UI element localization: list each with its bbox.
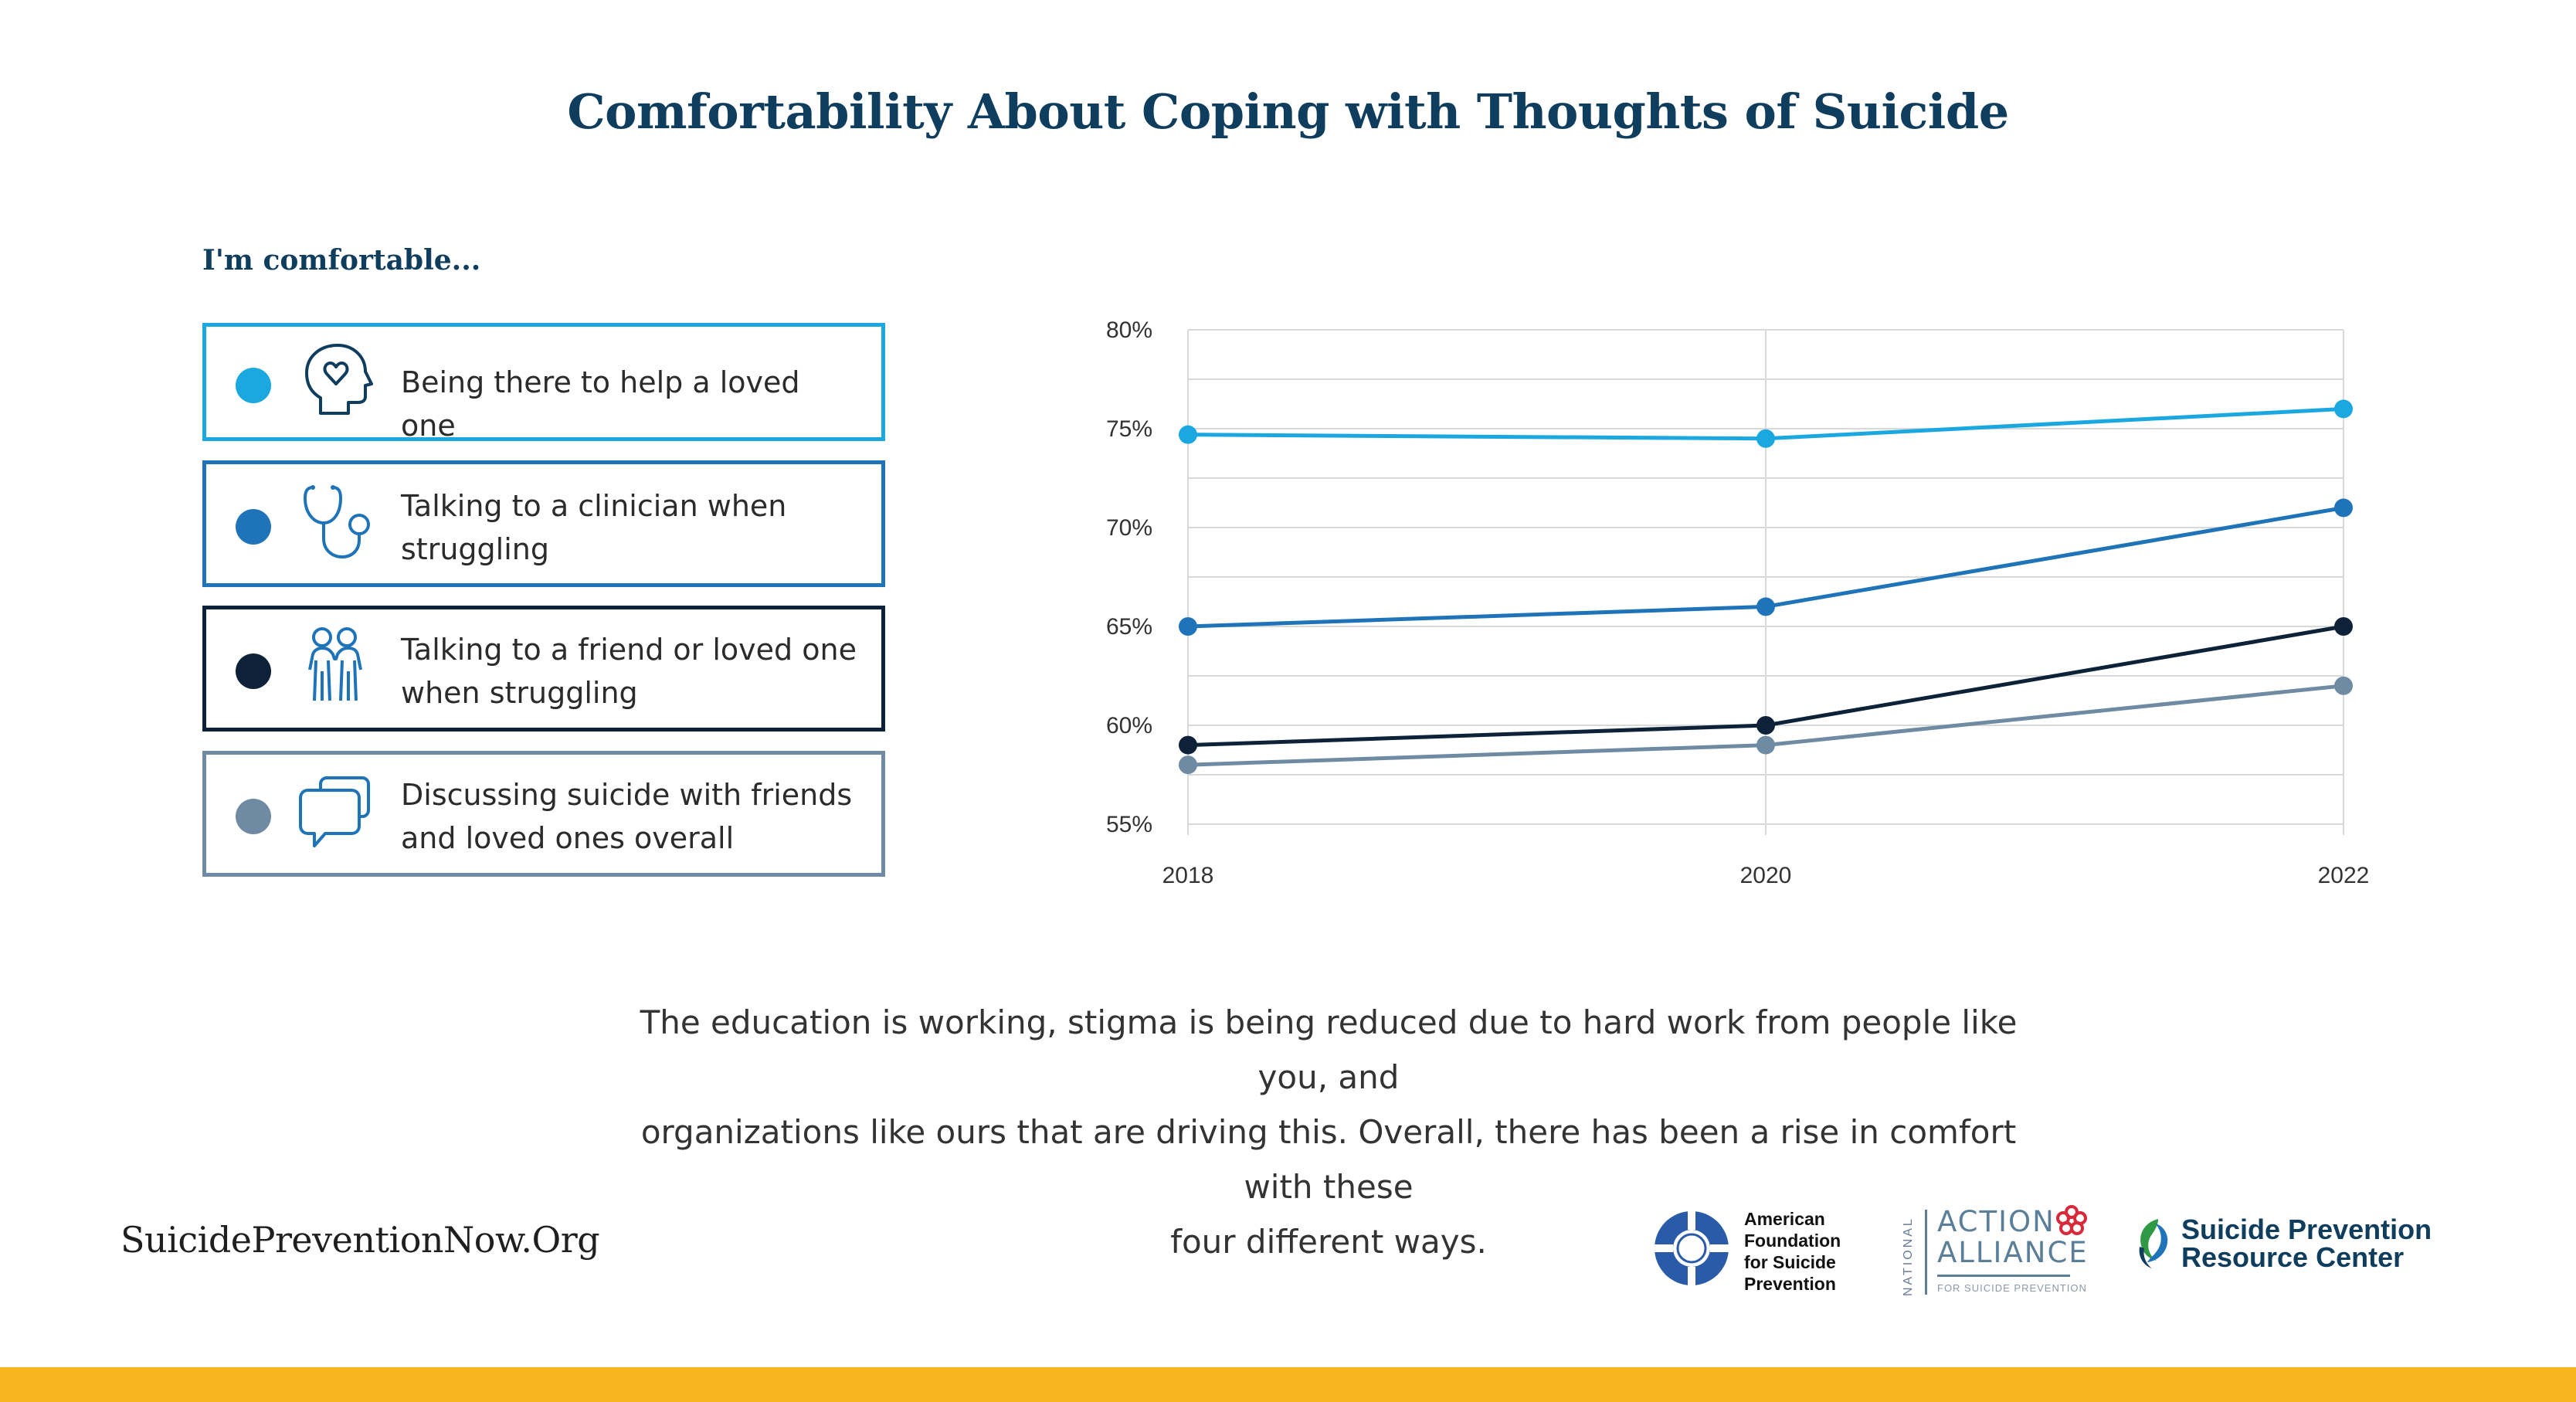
naa-rule [1937,1275,2070,1277]
series-4-point [2334,676,2353,695]
y-tick-label: 70% [1106,515,1152,541]
naa-action: ACTION [1937,1205,2055,1238]
legend-item-help-loved-one: Being there to help a loved one [202,323,885,443]
chat-bubbles-icon [299,776,370,847]
series-3-point [2334,617,2353,636]
head-heart-icon [305,344,373,415]
legend-label-line2: and loved ones overall [401,821,735,855]
series-2-point [2334,498,2353,518]
site-url[interactable]: SuicidePreventionNow.Org [120,1219,600,1261]
legend-item-clinician: Talking to a clinician when struggling [202,460,885,587]
legend-item-friend: Talking to a friend or loved one when st… [202,606,885,732]
legend-label: Being there to help a loved one [401,365,800,443]
legend-heading: I'm comfortable... [202,244,481,277]
legend-dot [236,799,271,834]
summary-line-3: four different ways. [1170,1223,1487,1261]
y-tick-label: 60% [1106,713,1152,738]
legend-dot [236,368,271,403]
legend-dot [236,653,271,689]
stethoscope-icon [303,485,370,559]
two-people-icon [308,627,362,701]
flower-icon [2056,1205,2087,1235]
series-1-point [1756,429,1775,448]
y-tick-label: 75% [1106,416,1152,442]
afsp-logo: American Foundation for Suicide Preventi… [1650,1205,1897,1298]
footer-accent-bar [0,1367,2576,1402]
series-3-point [1756,716,1775,735]
sprc-logo-text: Suicide Prevention Resource Center [2181,1214,2432,1273]
summary-line-1: The education is working, stigma is bein… [640,1003,2018,1096]
life-ring-icon [1655,1211,1729,1285]
series-4-point [1756,735,1775,755]
x-tick-label: 2018 [1162,863,1214,888]
legend-label-line2: struggling [401,532,549,566]
summary-paragraph: The education is working, stigma is bein… [602,995,2055,1269]
afsp-logo-text: American Foundation for Suicide Preventi… [1744,1209,1841,1294]
sprc-swirl-icon [2139,1219,2168,1268]
legend-dot [236,509,271,545]
series-3-point [1179,735,1197,755]
series-1-point [2334,399,2353,419]
y-tick-label: 80% [1106,317,1152,343]
action-alliance-logo: NATIONAL ACTION ALLIANCE FOR SUICIDE PRE… [1902,1205,2095,1305]
naa-national-label: NATIONAL [1902,1217,1915,1296]
line-chart: 55% 60% 65% 70% 75% 80% 2018 2020 2022 [1106,317,2370,888]
legend-item-discussing: Discussing suicide with friends and love… [202,751,885,877]
series-4-point [1179,755,1197,775]
legend-label-line1: Talking to a clinician when [401,489,787,523]
legend-label-line1: Talking to a friend or loved one [401,633,857,667]
page-title: Comfortability About Coping with Thought… [567,83,2009,140]
x-tick-label: 2022 [2318,863,2370,888]
y-tick-label: 65% [1106,614,1152,640]
legend-label-line2: when struggling [401,676,638,710]
summary-line-2: organizations like ours that are driving… [640,1113,2017,1206]
series-2-point [1756,597,1775,616]
x-tick-label: 2020 [1740,863,1792,888]
y-tick-label: 55% [1106,812,1152,837]
series-1-point [1179,425,1197,444]
legend-label-line1: Discussing suicide with friends [401,778,853,812]
naa-subtitle: FOR SUICIDE PREVENTION [1937,1282,2087,1294]
series-2-point [1179,617,1197,636]
sprc-logo: Suicide Prevention Resource Center [2132,1213,2456,1275]
naa-alliance: ALLIANCE [1937,1236,2089,1269]
